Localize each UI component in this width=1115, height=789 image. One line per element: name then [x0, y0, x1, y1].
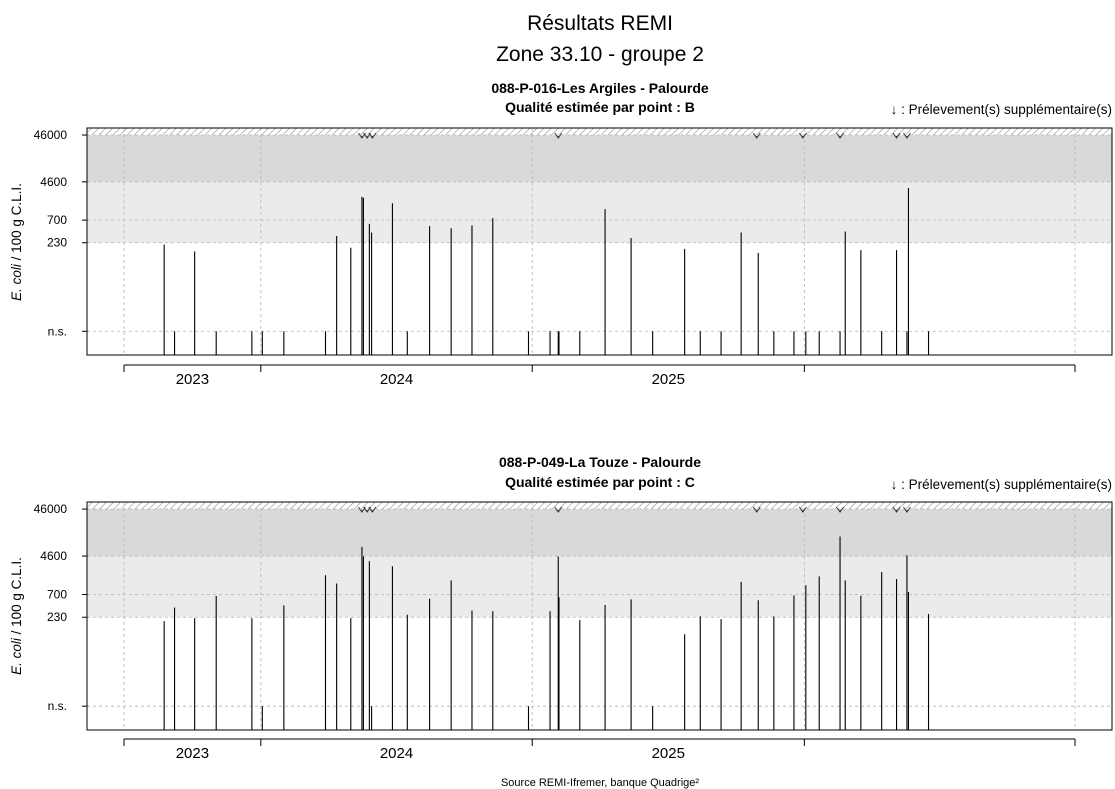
source-note: Source REMI-Ifremer, banque Quadrige²	[501, 777, 699, 789]
supplementary-arrow	[798, 132, 807, 139]
y-tick-label: 4600	[40, 175, 67, 189]
band-230-4600	[87, 181, 1112, 243]
y-tick-label: 230	[47, 236, 67, 250]
y-tick-label: 4600	[40, 549, 67, 563]
x-tick-label: 2025	[652, 745, 685, 762]
band-230-4600	[87, 556, 1112, 618]
y-tick-label: 46000	[34, 502, 68, 516]
supplementary-arrow	[368, 132, 377, 139]
band-above-46000	[87, 502, 1112, 510]
x-tick-label: 2023	[176, 371, 209, 388]
supplementary-arrow	[554, 132, 563, 139]
panel-title: 088-P-049-La Touze - Palourde	[499, 454, 701, 470]
supplementary-arrow	[892, 132, 901, 139]
figure-subtitle: Zone 33.10 - groupe 2	[496, 43, 704, 66]
y-tick-label: n.s.	[48, 699, 67, 713]
y-axis-label-italic: E. coli	[9, 263, 24, 301]
x-tick-label: 2024	[380, 745, 413, 762]
x-tick-label: 2024	[380, 371, 413, 388]
y-tick-label: 700	[47, 213, 67, 227]
panel-quality: Qualité estimée par point : C	[505, 474, 695, 490]
panel-la-touze: 088-P-049-La Touze - Palourde Qualité es…	[9, 454, 1113, 762]
supplementary-arrow	[752, 506, 761, 513]
panel-title: 088-P-016-Les Argiles - Palourde	[491, 80, 709, 96]
panel-les-argiles: 088-P-016-Les Argiles - Palourde Qualité…	[9, 80, 1113, 388]
y-axis-label: E. coli / 100 g C.L.I.	[9, 183, 24, 301]
y-tick-label: n.s.	[48, 324, 67, 338]
y-tick-label: 46000	[34, 128, 68, 142]
supplementary-legend: ↓ : Prélevement(s) supplémentaire(s)	[891, 102, 1112, 117]
supplementary-arrow	[836, 132, 844, 139]
y-tick-label: 700	[47, 588, 67, 602]
supplementary-arrow	[903, 506, 911, 513]
y-axis-label-rest: / 100 g C.L.I.	[9, 183, 24, 264]
band-above-46000	[87, 128, 1112, 136]
plot-area	[86, 127, 1113, 356]
band-4600-46000	[87, 135, 1112, 182]
x-tick-label: 2023	[176, 745, 209, 762]
y-axis-label-rest: / 100 g C.L.I.	[9, 557, 24, 638]
supplementary-arrow	[752, 132, 761, 139]
figure-title: Résultats REMI	[527, 12, 673, 35]
supplementary-arrow	[836, 506, 844, 513]
y-axis-label-italic: E. coli	[9, 637, 24, 675]
supplementary-arrow	[903, 132, 911, 139]
band-4600-46000	[87, 509, 1112, 557]
supplementary-arrow	[368, 506, 377, 513]
y-tick-label: 230	[47, 610, 67, 624]
supplementary-arrow	[892, 506, 901, 513]
y-axis-label: E. coli / 100 g C.L.I.	[9, 557, 24, 675]
supplementary-legend: ↓ : Prélevement(s) supplémentaire(s)	[891, 477, 1112, 492]
supplementary-arrow	[554, 506, 563, 513]
panel-quality: Qualité estimée par point : B	[505, 99, 695, 115]
plot-area	[86, 501, 1113, 731]
supplementary-arrow	[798, 506, 807, 513]
x-tick-label: 2025	[652, 371, 685, 388]
